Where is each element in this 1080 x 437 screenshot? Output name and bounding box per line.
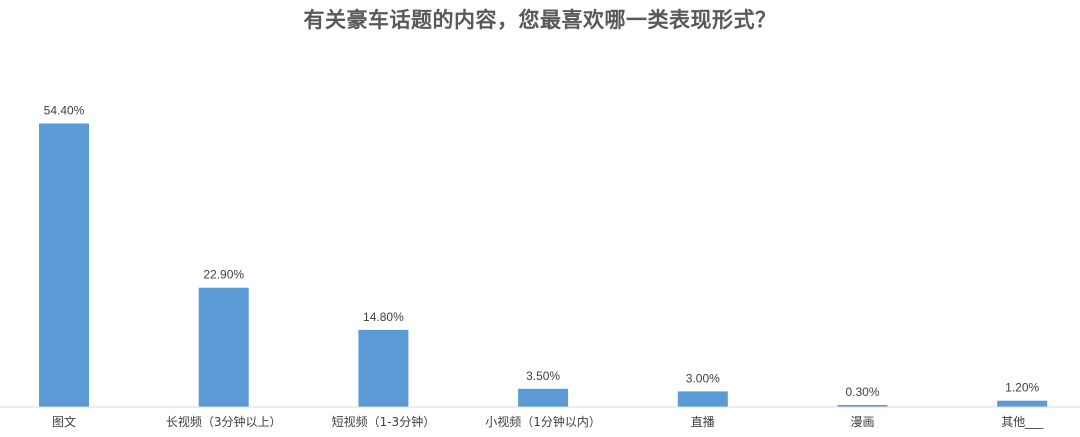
x-tick-label-2: 长视频（3分钟以上） bbox=[166, 414, 282, 429]
bar-2 bbox=[198, 287, 249, 407]
data-label-3: 14.80% bbox=[363, 310, 404, 324]
data-label-6: 0.30% bbox=[845, 385, 879, 399]
x-tick-label-1: 图文 bbox=[52, 414, 76, 429]
bar-4 bbox=[518, 388, 569, 407]
chart-title: 有关豪车话题的内容，您最喜欢哪一类表现形式？ bbox=[303, 8, 777, 32]
x-tick-label-4: 小视频（1分钟以内） bbox=[485, 414, 601, 429]
x-tick-label-3: 短视频（1-3分钟） bbox=[332, 414, 436, 429]
x-tick-label-5: 直播 bbox=[691, 415, 715, 429]
bars-layer bbox=[39, 123, 1048, 407]
data-label-2: 22.90% bbox=[203, 268, 244, 282]
bar-1 bbox=[39, 123, 89, 407]
bar-5 bbox=[677, 391, 728, 407]
labels-layer: 54.40% 图文 22.90% 长视频（3分钟以上） 14.80% 短视频（1-3分钟）… bbox=[44, 104, 1045, 430]
data-label-1: 54.40% bbox=[44, 104, 85, 118]
data-label-5: 3.00% bbox=[686, 371, 720, 385]
bar-7 bbox=[997, 400, 1048, 407]
x-tick-label-7: 其他___ bbox=[1001, 415, 1044, 429]
bar-3 bbox=[358, 329, 409, 407]
x-tick-label-6: 漫画 bbox=[850, 415, 874, 429]
data-label-7: 1.20% bbox=[1005, 381, 1039, 395]
bar-6 bbox=[837, 405, 888, 407]
data-label-4: 3.50% bbox=[526, 369, 560, 383]
